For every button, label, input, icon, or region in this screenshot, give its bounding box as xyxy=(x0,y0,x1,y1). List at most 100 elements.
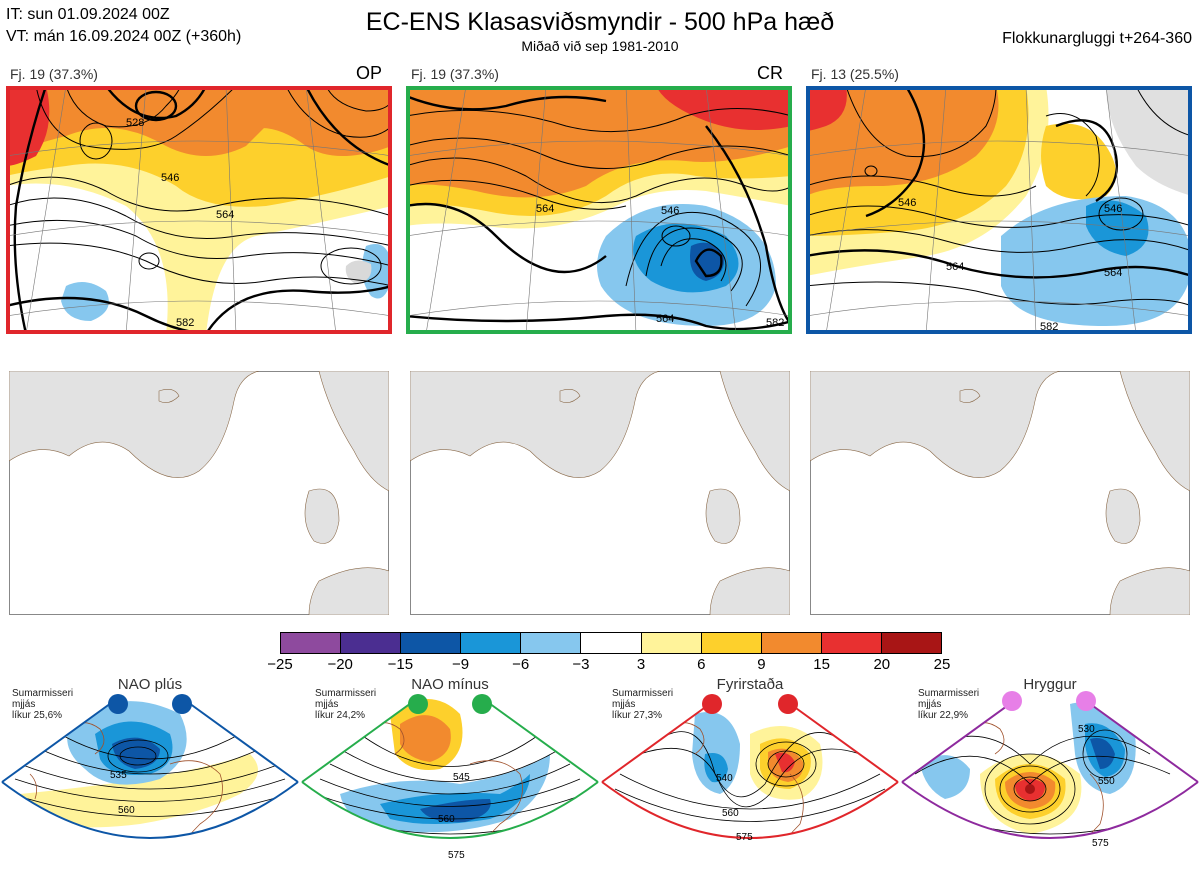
regime-map: 530 550 575 xyxy=(901,691,1199,849)
regime-marker xyxy=(1076,691,1096,711)
contour-label: 535 xyxy=(110,770,127,781)
regime-title: Fyrirstaða xyxy=(716,676,784,693)
anomaly-red xyxy=(809,89,847,131)
regime-months: mjjás xyxy=(918,699,942,710)
colorbar xyxy=(280,632,942,654)
contour-label: 540 xyxy=(716,773,733,784)
panel-frame xyxy=(406,86,792,334)
regime-title: NAO plús xyxy=(117,676,183,693)
british-isles-land xyxy=(705,488,741,544)
regime-ridge: Hryggur Sumarmisseri mjjás líkur 22,9% xyxy=(900,674,1200,871)
contour-label: 530 xyxy=(1078,724,1095,735)
basemap-3 xyxy=(810,371,1190,615)
contour-label: 546 xyxy=(1104,203,1122,215)
contour-label: 582 xyxy=(766,317,784,329)
regime-months: mjjás xyxy=(315,699,339,710)
regime-marker xyxy=(408,694,428,714)
contour-label: 528 xyxy=(126,117,144,129)
contour-label: 560 xyxy=(722,808,739,819)
scandinavia-land xyxy=(318,371,389,492)
init-time: IT: sun 01.09.2024 00Z xyxy=(6,6,170,23)
colorbar-segment xyxy=(341,633,402,653)
contour-label: 575 xyxy=(1092,838,1109,849)
regime-season: Sumarmisseri xyxy=(918,688,980,699)
regime-info: Sumarmisseri mjjás líkur 27,3% xyxy=(612,688,673,721)
contour-label: 546 xyxy=(161,172,179,184)
regime-season: Sumarmisseri xyxy=(612,688,674,699)
colorbar-tick-label: −25 xyxy=(267,656,293,673)
graticule xyxy=(809,89,1189,331)
colorbar-tick-label: −3 xyxy=(572,656,590,673)
contour-label: 545 xyxy=(453,772,470,783)
contour-label: 564 xyxy=(536,203,554,215)
colorbar-segment xyxy=(881,633,942,653)
panel-2-label: Fj. 19 (37.3%) xyxy=(411,66,499,82)
colorbar-segment xyxy=(401,633,462,653)
colorbar-segment xyxy=(761,633,822,653)
panel-3-map: 546 546 564 564 582 xyxy=(806,86,1192,334)
page-title: EC-ENS Klasasviðsmyndir - 500 hPa hæð xyxy=(365,8,835,36)
classification-window: Flokkunargluggi t+264-360 xyxy=(1002,30,1192,47)
regime-map: 545 560 575 xyxy=(301,694,599,861)
panel-2-tag: CR xyxy=(757,63,783,83)
height-contours-bold xyxy=(409,95,789,331)
contour-label: 564 xyxy=(216,209,234,221)
regime-probability: líkur 22,9% xyxy=(918,710,969,721)
contour-label: 564 xyxy=(656,313,674,325)
graticule xyxy=(9,89,389,331)
height-contours xyxy=(809,89,1189,306)
regime-map: 540 560 575 xyxy=(601,694,899,843)
regime-marker xyxy=(702,694,722,714)
valid-time: VT: mán 16.09.2024 00Z (+360h) xyxy=(6,28,242,45)
regime-season: Sumarmisseri xyxy=(12,688,74,699)
panel-2-map: 564 546 564 582 xyxy=(406,86,792,334)
contour-label: 560 xyxy=(118,805,135,816)
contour-label: 560 xyxy=(438,814,455,825)
panel-1-label: Fj. 19 (37.3%) xyxy=(10,66,98,82)
anomaly-orange xyxy=(809,89,999,195)
regimes-row: NAO plús Sumarmisseri mjjás líkur 25,6% xyxy=(0,674,1200,871)
regime-info: Sumarmisseri mjjás líkur 22,9% xyxy=(918,688,979,721)
contour-label: 575 xyxy=(736,832,753,843)
basemap-1 xyxy=(9,371,389,615)
greenland-land xyxy=(410,371,661,478)
contour-label: 582 xyxy=(176,317,194,329)
europe-land xyxy=(709,567,790,615)
height-contours-bold xyxy=(809,89,1189,279)
colorbar-tick-label: −15 xyxy=(387,656,414,673)
colorbar-segment xyxy=(641,633,702,653)
iceland-land xyxy=(559,389,581,403)
colorbar-segment xyxy=(521,633,582,653)
regime-months: mjjás xyxy=(12,699,36,710)
panel-1-map: 528 546 564 582 xyxy=(6,86,392,334)
regime-season: Sumarmisseri xyxy=(315,688,377,699)
colorbar-tick-label: −6 xyxy=(512,656,530,673)
basemap-2 xyxy=(410,371,790,615)
colorbar-tick-label: −20 xyxy=(327,656,353,673)
regime-probability: líkur 24,2% xyxy=(315,710,366,721)
regime-probability: líkur 27,3% xyxy=(612,710,663,721)
contour-label: 546 xyxy=(898,197,916,209)
panel-1-tag: OP xyxy=(356,63,383,83)
colorbar-segment xyxy=(281,633,342,653)
panel-3-label: Fj. 13 (25.5%) xyxy=(811,66,899,82)
british-isles-land xyxy=(1105,488,1141,544)
europe-land xyxy=(1109,567,1190,615)
page-subtitle: Miðað við sep 1981-2010 xyxy=(521,38,679,54)
greenland-land xyxy=(810,371,1061,478)
height-contours xyxy=(9,89,389,286)
regime-nao-plus: NAO plús Sumarmisseri mjjás líkur 25,6% xyxy=(0,674,300,871)
regime-title: NAO mínus xyxy=(411,676,489,693)
regime-probability: líkur 25,6% xyxy=(12,710,63,721)
scandinavia-land xyxy=(719,371,790,492)
colorbar-tick-label: 6 xyxy=(697,656,706,673)
regime-info: Sumarmisseri mjjás líkur 24,2% xyxy=(315,688,376,721)
regime-map: 535 560 xyxy=(1,694,299,839)
colorbar-tick-label: 15 xyxy=(813,656,830,673)
panel-frame xyxy=(806,86,1192,334)
colorbar-ticks: −25 −20 −15 −9 −6 −3 3 6 9 15 20 25 xyxy=(267,656,950,676)
contour-label: 546 xyxy=(661,205,679,217)
anomaly-orange xyxy=(409,89,789,198)
regime-marker xyxy=(472,694,492,714)
land-patch xyxy=(345,260,372,284)
